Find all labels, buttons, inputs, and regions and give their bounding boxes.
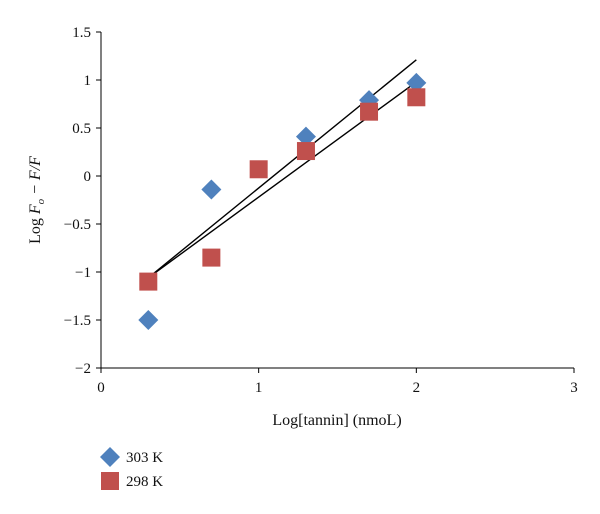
y-axis-ticks: 1.5 1 0.5 0 −0.5 −1 −1.5 −2: [64, 25, 101, 377]
data-point-series-1-4: [360, 102, 379, 121]
y-axis-label: Log Fo − F/F: [27, 156, 47, 244]
data-point-series-0-0: [138, 310, 159, 330]
y-tick-label: 0.5: [72, 121, 91, 137]
trendlines: [147, 59, 417, 279]
svg-text:Log Fo − F/F: Log Fo − F/F: [27, 156, 47, 244]
data-point-series-1-3: [296, 142, 315, 161]
legend-label-series-0: 303 K: [126, 450, 163, 466]
legend-label-series-1: 298 K: [126, 474, 163, 490]
data-point-series-1-1: [202, 248, 221, 267]
x-axis-ticks: 0 1 2 3: [97, 368, 578, 396]
y-tick-label: −2: [75, 361, 91, 377]
axes: [100, 32, 574, 369]
data-point-series-0-4: [406, 72, 427, 93]
data-point-series-0-1: [201, 179, 222, 200]
data-point-series-1-2: [249, 160, 268, 179]
x-tick-label: 1: [255, 380, 263, 396]
data-point-series-1-0: [139, 272, 158, 291]
y-tick-label: 1.5: [72, 25, 91, 41]
data-points: [138, 72, 427, 330]
y-tick-label: −0.5: [64, 217, 91, 233]
x-tick-label: 2: [413, 380, 421, 396]
x-tick-label: 0: [97, 380, 105, 396]
x-tick-label: 3: [570, 380, 578, 396]
y-tick-label: −1: [75, 265, 91, 281]
trendline-series-0: [147, 59, 417, 279]
data-point-series-0-2: [295, 126, 316, 147]
y-tick-label: 1: [84, 73, 92, 89]
y-tick-label: 0: [84, 169, 92, 185]
legend: 303 K 298 K: [100, 447, 163, 490]
y-tick-label: −1.5: [64, 313, 91, 329]
data-point-series-1-5: [407, 88, 426, 107]
legend-marker-series-1: [101, 472, 119, 490]
legend-marker-series-0: [100, 447, 120, 467]
x-axis-label: Log[tannin] (nmoL): [272, 412, 401, 429]
